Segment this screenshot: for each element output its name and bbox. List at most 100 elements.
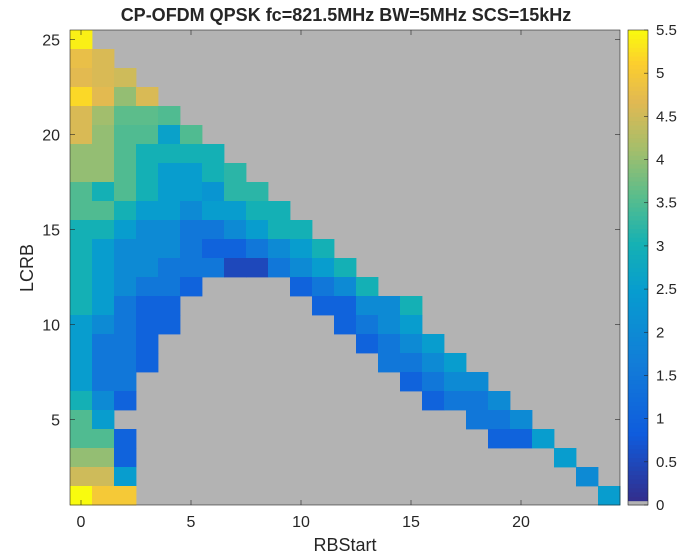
colorbar-segment <box>628 194 648 199</box>
colorbar-segment <box>628 410 648 415</box>
colorbar-segment <box>628 64 648 70</box>
heatmap-cell <box>488 410 511 430</box>
heatmap-cell <box>70 201 93 221</box>
colorbar-segment <box>628 198 648 204</box>
heatmap-cell <box>114 258 137 278</box>
heatmap-cell <box>136 125 159 145</box>
colorbar-tick-label: 2 <box>656 324 664 341</box>
heatmap-cell <box>180 125 203 145</box>
heatmap-cell <box>224 163 247 183</box>
heatmap-cell <box>356 334 379 354</box>
heatmap-cell <box>92 106 115 126</box>
heatmap-cell <box>532 429 555 449</box>
colorbar-tick-label: 3.5 <box>656 195 677 212</box>
heatmap-cell <box>598 486 621 506</box>
colorbar-segment <box>628 220 648 225</box>
heatmap-cell <box>290 277 313 297</box>
heatmap-cell <box>136 334 159 354</box>
heatmap-cell <box>136 182 159 202</box>
colorbar-segment <box>628 129 648 135</box>
heatmap-cell <box>488 391 511 411</box>
heatmap-cell <box>136 277 159 297</box>
colorbar-tick-label: 5 <box>656 65 664 82</box>
colorbar-segment <box>628 254 648 260</box>
heatmap-cell <box>400 334 423 354</box>
heatmap-cell <box>378 353 401 373</box>
heatmap-cell <box>246 258 269 278</box>
colorbar-segment <box>628 250 648 256</box>
heatmap-cell <box>92 144 115 164</box>
colorbar-segment <box>628 435 648 441</box>
heatmap-cell <box>70 467 93 487</box>
colorbar-segment <box>628 375 648 381</box>
heatmap-cell <box>92 182 115 202</box>
heatmap-cell <box>70 353 93 373</box>
heatmap-cell <box>114 372 137 392</box>
heatmap-cell <box>202 201 225 221</box>
colorbar-segment <box>628 483 648 489</box>
heatmap-cell <box>378 315 401 335</box>
colorbar-segment <box>628 125 648 130</box>
colorbar-segment <box>628 120 648 126</box>
colorbar-segment <box>628 90 648 96</box>
colorbar-segment <box>628 392 648 398</box>
heatmap-cell <box>70 30 93 50</box>
colorbar-segment <box>628 405 648 411</box>
colorbar-segment <box>628 418 648 424</box>
colorbar-segment <box>628 397 648 402</box>
heatmap-cell <box>70 49 93 69</box>
heatmap-cell <box>158 277 181 297</box>
x-tick-label: 5 <box>187 514 196 531</box>
colorbar-segment <box>628 466 648 471</box>
heatmap-cell <box>136 239 159 259</box>
colorbar-segment <box>628 245 648 251</box>
heatmap-cell <box>70 163 93 183</box>
colorbar-segment <box>628 310 648 316</box>
heatmap-cell <box>202 144 225 164</box>
y-axis-label: LCRB <box>17 244 37 292</box>
heatmap-cell <box>246 239 269 259</box>
heatmap-cell <box>114 467 137 487</box>
heatmap-cell <box>114 220 137 240</box>
colorbar-segment <box>628 332 648 338</box>
colorbar-segment <box>628 487 648 493</box>
heatmap-cell <box>136 220 159 240</box>
heatmap-cell <box>224 220 247 240</box>
heatmap-cell <box>136 144 159 164</box>
heatmap-cell <box>312 239 335 259</box>
colorbar-segment <box>628 422 648 428</box>
heatmap-cell <box>202 239 225 259</box>
y-tick-label: 15 <box>42 223 60 240</box>
colorbar-segment <box>628 470 648 476</box>
colorbar-segment <box>628 77 648 83</box>
heatmap-cell <box>70 258 93 278</box>
heatmap-cell <box>114 448 137 468</box>
colorbar-segment <box>628 211 648 217</box>
colorbar-segment <box>628 133 648 139</box>
colorbar-segment <box>628 155 648 161</box>
colorbar-segment <box>628 353 648 359</box>
heatmap-cell <box>268 201 291 221</box>
heatmap-cell <box>290 258 313 278</box>
colorbar-ticks: 0 0.5 1 1.5 2 2.5 3 3.5 4 4.5 5 5.5 <box>644 22 677 514</box>
heatmap-cell <box>400 315 423 335</box>
heatmap-cell <box>114 68 137 88</box>
heatmap-cell <box>92 486 115 506</box>
colorbar-segment <box>628 116 648 122</box>
heatmap-cell <box>554 448 577 468</box>
heatmap-cell <box>92 296 115 316</box>
heatmap-cell <box>92 258 115 278</box>
heatmap-cell <box>92 372 115 392</box>
colorbar-tick-label: 0 <box>656 497 664 514</box>
heatmap-cell <box>290 239 313 259</box>
colorbar-tick-label: 5.5 <box>656 22 677 39</box>
colorbar-segment <box>628 319 648 325</box>
heatmap-cell <box>356 296 379 316</box>
colorbar-segment <box>628 30 648 35</box>
heatmap-cell <box>92 239 115 259</box>
heatmap-cell <box>180 163 203 183</box>
colorbar-segment <box>628 267 648 273</box>
heatmap-cell <box>158 182 181 202</box>
colorbar-segment <box>628 42 648 48</box>
